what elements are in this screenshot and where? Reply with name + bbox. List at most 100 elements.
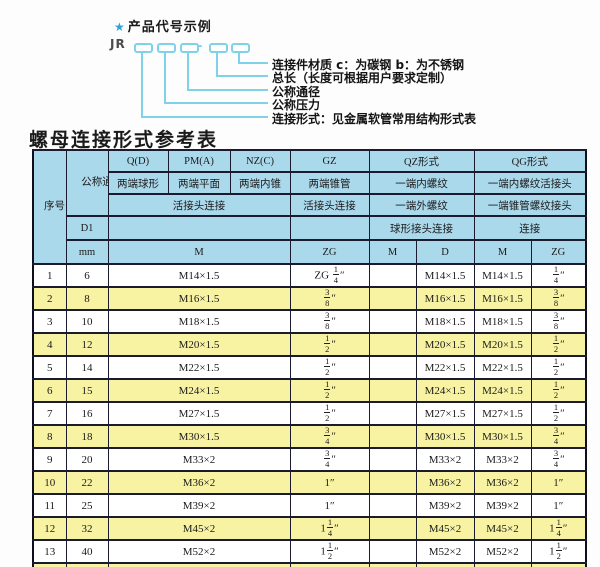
cell-diameter-mm: 18 <box>65 424 109 449</box>
header-qz-d: D <box>415 239 475 265</box>
cell-seq-no: 12 <box>32 516 67 541</box>
header-form-qz: QZ形式 <box>368 149 475 173</box>
cell-qg-zg: 3 8 ″ <box>530 286 587 311</box>
cell-qz-d: M30×1.5 <box>415 424 475 449</box>
cell-m-thread: M14×1.5 <box>107 263 291 288</box>
cell-qg-m: M18×1.5 <box>473 309 532 334</box>
cell-qz-d: M16×1.5 <box>415 286 475 311</box>
table-row: 5 14 M22×1.5 1 2 ″ M22×1.5 M22×1.5 1 2 ″ <box>32 355 587 380</box>
cell-qg-zg: 3 8 ″ <box>530 309 587 334</box>
header-seq-no: 序号 <box>32 149 67 265</box>
empty-cell <box>368 401 417 426</box>
cell-seq-no: 1 <box>32 263 67 288</box>
cell-qg-zg: 1 1 4 ″ <box>530 516 587 541</box>
cell-seq-no: 7 <box>32 401 67 426</box>
table-row: 11 25 M39×2 1″ M39×2 M39×2 1″ <box>32 493 587 518</box>
cell-qg-m: M30×1.5 <box>473 424 532 449</box>
cell-gz-zg: 3 8 ″ <box>289 309 370 334</box>
header-qg-row3: 一端锥管螺纹接头 <box>473 193 587 217</box>
diagram-label-material: 连接件材质 c：为碳钢 b：为不锈钢 <box>272 58 465 72</box>
cell-qg-zg: 1 4 ″ <box>530 263 587 288</box>
header-union-connection: 活接头连接 <box>107 193 291 217</box>
connector-line <box>238 51 240 64</box>
header-form-qd: Q(D) <box>107 149 169 173</box>
cell-gz-zg: 1 1 4 ″ <box>289 516 370 541</box>
cell-qg-zg: 1 2 ″ <box>530 401 587 426</box>
header-nominal-diameter: 公称通径 <box>65 149 109 217</box>
header-qg-row4: 连接 <box>473 215 587 241</box>
cell-qz-d: M36×2 <box>415 470 475 495</box>
header-m-main: M <box>107 239 291 265</box>
cell-qg-zg: 3 4 ″ <box>530 447 587 472</box>
empty-cell <box>368 378 417 403</box>
cell-qg-m: M36×2 <box>473 470 532 495</box>
cell-m-thread: M20×1.5 <box>107 332 291 357</box>
cell-seq-no: 5 <box>32 355 67 380</box>
cell-seq-no: 6 <box>32 378 67 403</box>
code-box-4 <box>209 43 228 53</box>
header-desc-pma: 两端平面 <box>167 171 231 195</box>
header-zg-gz: ZG <box>289 239 370 265</box>
cell-diameter-mm: 20 <box>65 447 109 472</box>
diagram-label-length: 总长（长度可根据用户要求定制） <box>272 71 453 85</box>
header-qg-zg: ZG <box>530 239 587 265</box>
cell-diameter-mm: 32 <box>65 516 109 541</box>
header-qz-m: M <box>368 239 417 265</box>
product-code-prefix: JR <box>110 37 126 51</box>
empty-cell <box>368 355 417 380</box>
cell-qg-zg: 1″ <box>530 470 587 495</box>
connector-line <box>187 89 268 91</box>
table-row: 10 22 M36×2 1″ M36×2 M36×2 1″ <box>32 470 587 495</box>
header-form-gz: GZ <box>289 149 370 173</box>
cell-qg-zg: 2″ <box>530 562 587 567</box>
cell-qz-d: M39×2 <box>415 493 475 518</box>
cell-diameter-mm: 22 <box>65 470 109 495</box>
header-desc-qg: 一端内螺纹活接头 <box>473 171 587 195</box>
header-union-connection-gz: 活接头连接 <box>289 193 370 217</box>
cell-m-thread: M27×1.5 <box>107 401 291 426</box>
cell-gz-zg: 1 2 ″ <box>289 378 370 403</box>
header-desc-gz: 两端锥管 <box>289 171 370 195</box>
header-d1: D1 <box>65 215 109 241</box>
cell-qz-d: M45×2 <box>415 516 475 541</box>
cell-gz-zg: 1″ <box>289 493 370 518</box>
cell-qg-m: M14×1.5 <box>473 263 532 288</box>
header-form-qg: QG形式 <box>473 149 587 173</box>
cell-qg-zg: 1″ <box>530 493 587 518</box>
cell-gz-zg: 3 4 ″ <box>289 447 370 472</box>
code-box-5 <box>231 43 250 53</box>
cell-qz-d: M27×1.5 <box>415 401 475 426</box>
connector-line <box>238 62 268 64</box>
cell-seq-no: 13 <box>32 539 67 564</box>
cell-qg-m: M33×2 <box>473 447 532 472</box>
cell-seq-no: 2 <box>32 286 67 311</box>
cell-seq-no: 14 <box>32 562 67 567</box>
star-icon: ★ <box>114 20 126 34</box>
cell-m-thread: M16×1.5 <box>107 286 291 311</box>
cell-qg-m: M22×1.5 <box>473 355 532 380</box>
table-row: 6 15 M24×1.5 1 2 ″ M24×1.5 M24×1.5 1 2 ″ <box>32 378 587 403</box>
code-box-2 <box>157 43 176 53</box>
diagram-label-form: 连接形式：见金属软管常用结构形式表 <box>272 112 477 126</box>
connector-line <box>164 51 166 104</box>
diagram-label-diameter: 公称通径 <box>272 85 321 99</box>
table-row: 8 18 M30×1.5 3 4 ″ M30×1.5 M30×1.5 3 4 ″ <box>32 424 587 449</box>
table-row: 13 40 M52×2 1 1 2 ″ M52×2 M52×2 1 1 2 ″ <box>32 539 587 564</box>
empty-cell <box>368 424 417 449</box>
cell-diameter-mm: 15 <box>65 378 109 403</box>
cell-m-thread: M18×1.5 <box>107 309 291 334</box>
header-qg-m: M <box>473 239 532 265</box>
table-row: 2 8 M16×1.5 3 8 ″ M16×1.5 M16×1.5 3 8 ″ <box>32 286 587 311</box>
